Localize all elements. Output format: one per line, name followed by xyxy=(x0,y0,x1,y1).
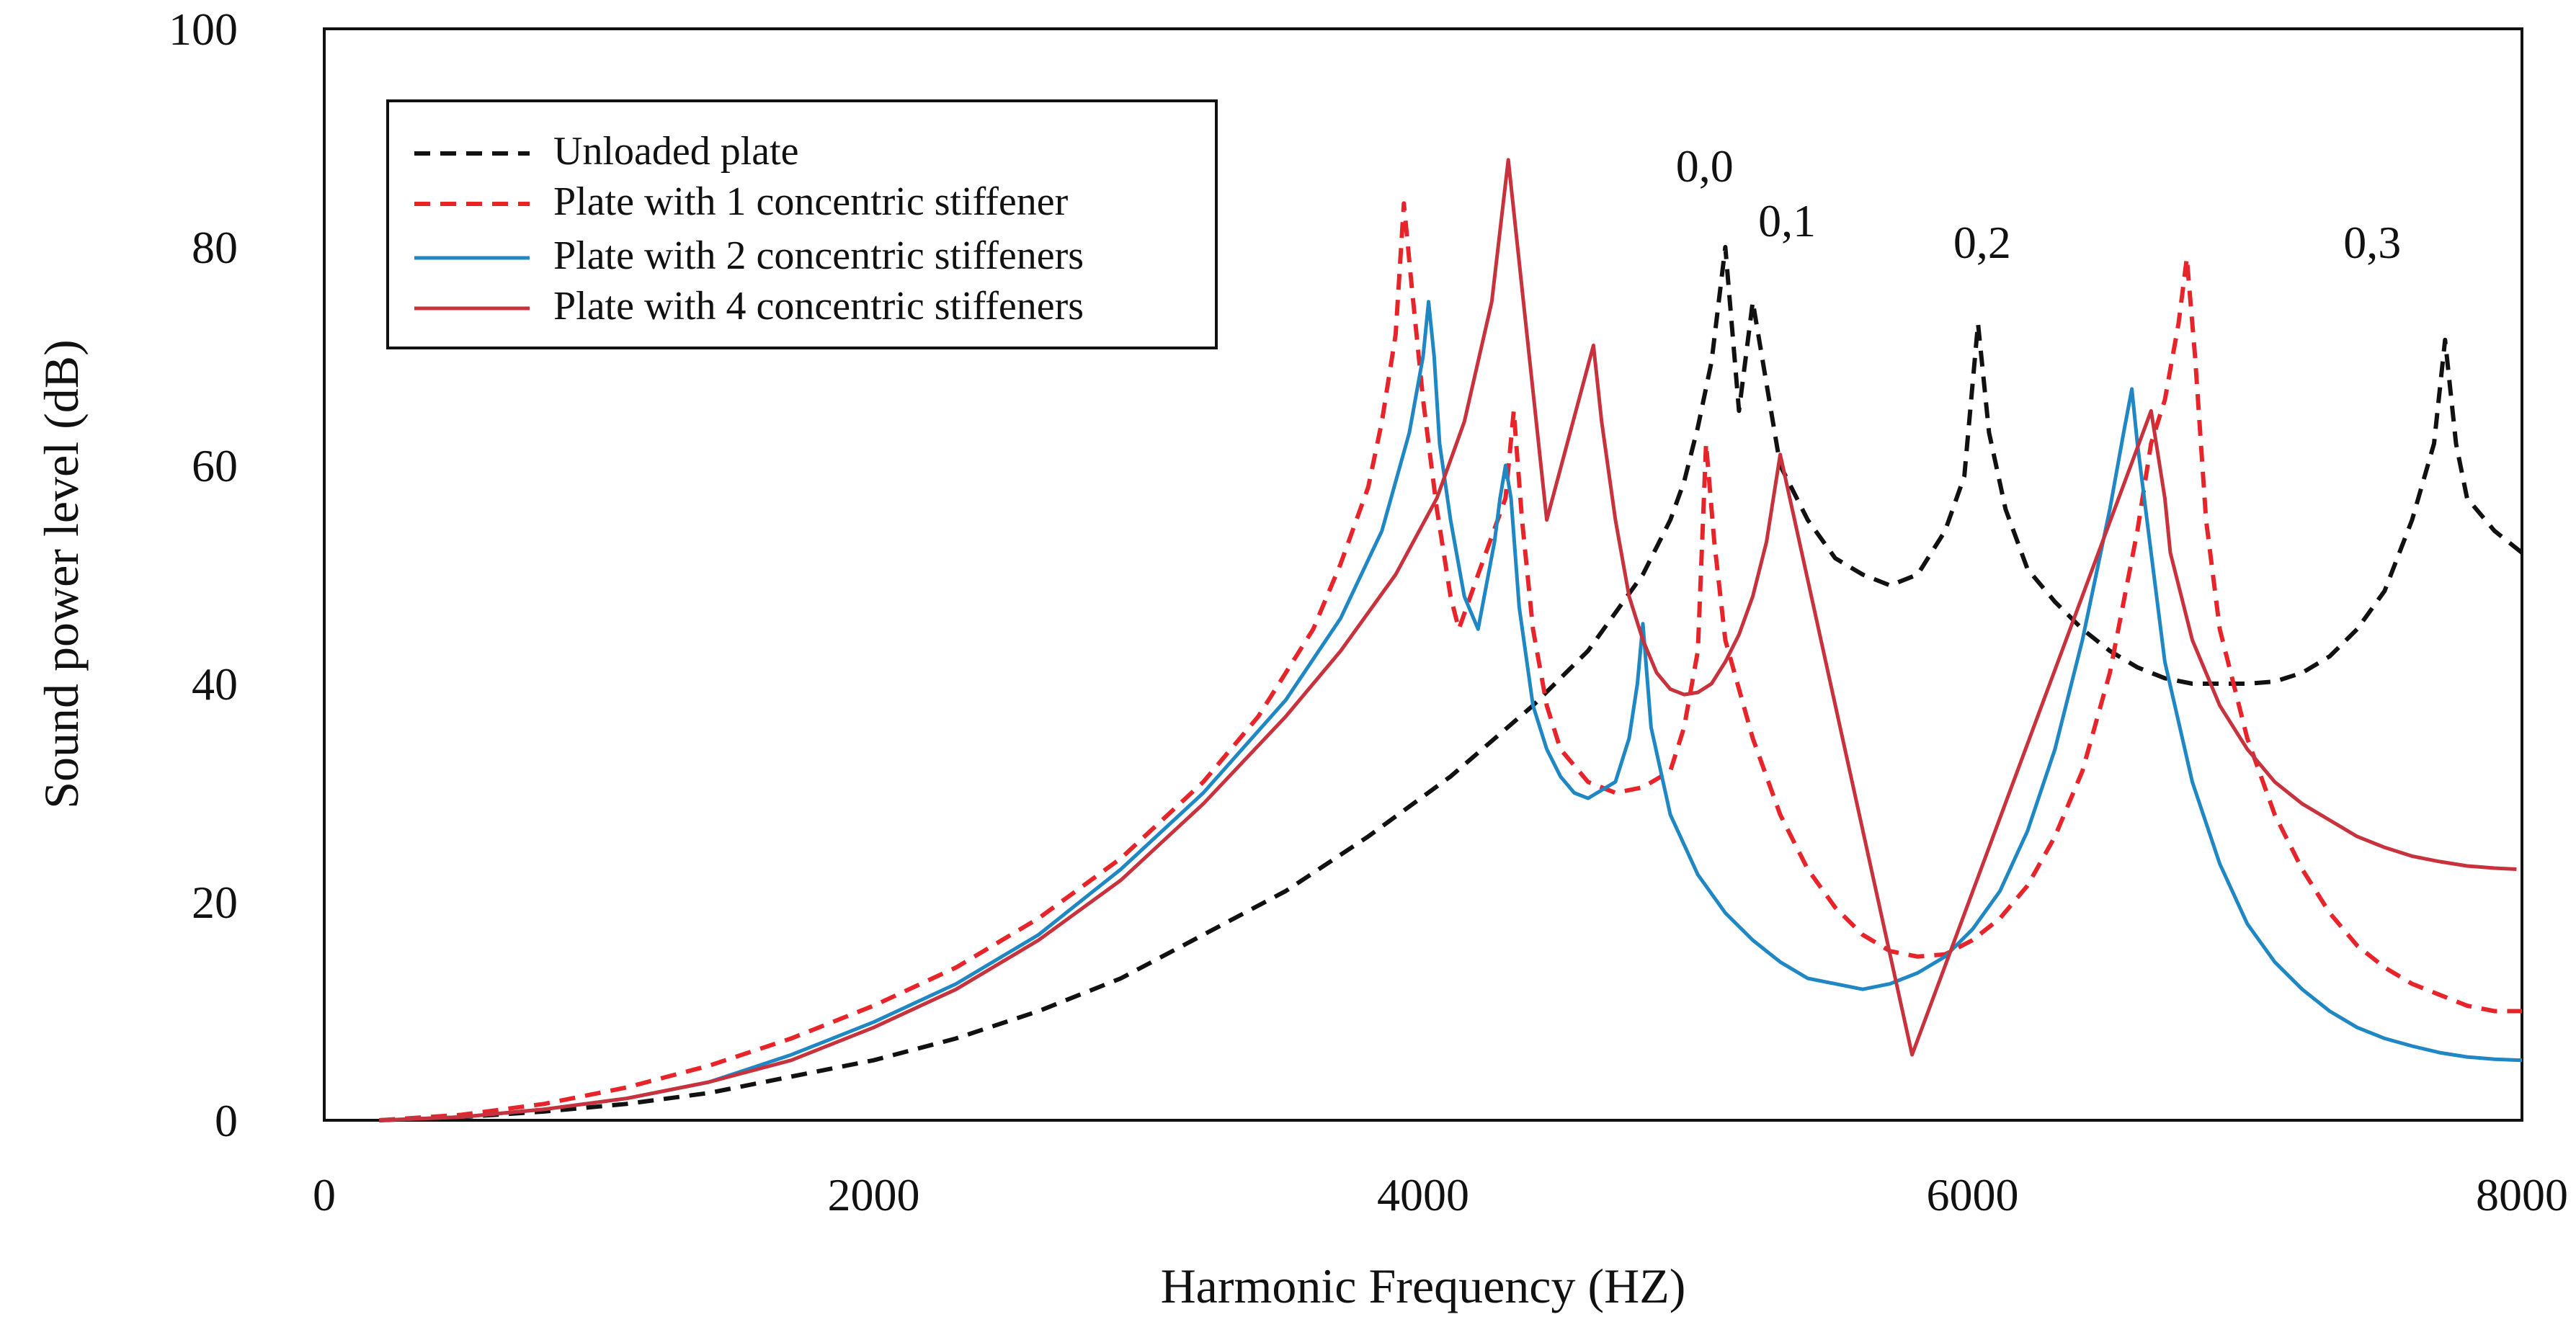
series-layer xyxy=(379,158,2523,1122)
mode-label-0-3: 0,3 xyxy=(2343,217,2401,268)
mode-annotations: 0,0 0,1 0,2 0,3 xyxy=(1676,140,2401,268)
x-tick-label: 0 xyxy=(313,1169,336,1220)
mode-label-0-1: 0,1 xyxy=(1758,195,1816,246)
legend-label-2-stiffeners: Plate with 2 concentric stiffeners xyxy=(553,233,1084,278)
y-axis-ticks: 0 20 40 60 80 100 xyxy=(169,4,238,1146)
y-tick-label: 0 xyxy=(215,1095,238,1146)
x-tick-label: 8000 xyxy=(2476,1169,2568,1220)
legend-label-4-stiffeners: Plate with 4 concentric stiffeners xyxy=(553,284,1084,329)
x-axis-ticks: 0 2000 4000 6000 8000 xyxy=(313,1169,2568,1220)
legend-label-1-stiffener: Plate with 1 concentric stiffener xyxy=(553,179,1069,224)
series-line-plate-with-4-concentric-stiffeners xyxy=(379,158,2517,1122)
y-axis-title: Sound power level (dB) xyxy=(34,339,89,809)
x-tick-label: 6000 xyxy=(1927,1169,2019,1220)
x-tick-label: 4000 xyxy=(1377,1169,1469,1220)
mode-label-0-2: 0,2 xyxy=(1953,217,2011,268)
y-tick-label: 60 xyxy=(192,440,238,491)
legend-label-unloaded: Unloaded plate xyxy=(553,129,799,174)
y-tick-label: 100 xyxy=(169,4,238,55)
mode-label-0-0: 0,0 xyxy=(1676,140,1734,192)
series-line-unloaded-plate xyxy=(379,245,2523,1122)
y-tick-label: 80 xyxy=(192,222,238,273)
series-line-plate-with-2-concentric-stiffeners xyxy=(379,300,2523,1122)
x-tick-label: 2000 xyxy=(828,1169,920,1220)
legend: Unloaded plate Plate with 1 concentric s… xyxy=(386,99,1218,349)
x-axis-title: Harmonic Frequency (HZ) xyxy=(1161,1259,1686,1313)
y-tick-label: 20 xyxy=(192,877,238,928)
series-line-plate-with-1-concentric-stiffener xyxy=(379,201,2522,1122)
y-tick-label: 40 xyxy=(192,658,238,710)
